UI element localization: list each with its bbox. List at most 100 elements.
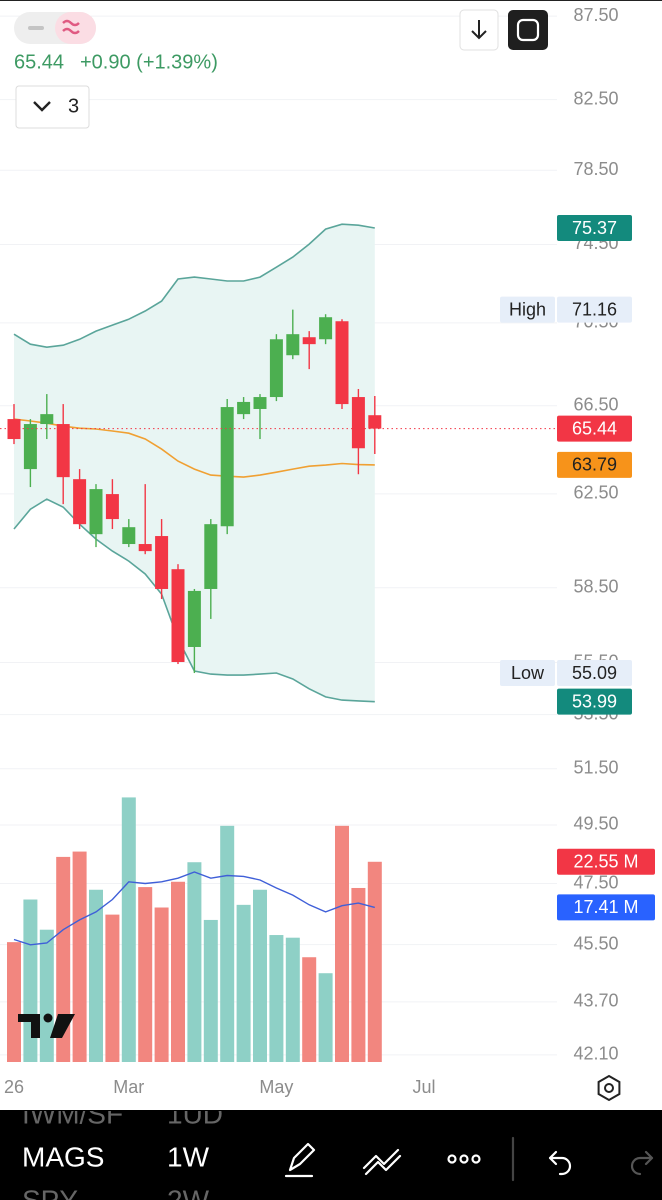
indicator-dropdown[interactable]: 3 (15, 85, 90, 129)
high-value-bg (557, 296, 632, 323)
volume-bar (367, 861, 382, 1062)
more-button[interactable] (447, 1154, 481, 1164)
last-price: 65.44 (14, 51, 64, 73)
volume-bar (39, 929, 54, 1062)
candle-body (105, 494, 119, 520)
candle-body (368, 415, 382, 429)
volume-bar (351, 887, 366, 1062)
high-value: 71.16 (572, 299, 617, 319)
volume-bar (203, 919, 218, 1062)
download-button[interactable] (459, 9, 499, 51)
band-fill (14, 224, 375, 702)
x-tick-label: 26 (4, 1077, 24, 1097)
y-tick-label: 78.50 (573, 159, 618, 179)
candle-body (171, 569, 185, 662)
candle-body (155, 536, 169, 589)
band-middle-line (13, 418, 375, 478)
y-tick-label: 62.50 (573, 483, 618, 503)
tradingview-logo (18, 1013, 75, 1038)
middle-band-value-bg (557, 451, 632, 478)
candle-body (351, 397, 365, 449)
volume-bar (302, 957, 317, 1062)
price-axis: 87.5082.5078.5074.5070.5066.5062.5058.50… (4, 5, 619, 1097)
volume-ma-value-bg (557, 894, 655, 921)
candle-body (302, 337, 316, 345)
volume-bar (269, 935, 284, 1062)
fullscreen-button[interactable] (508, 10, 548, 50)
candle-body (220, 407, 234, 527)
low-label: Low (511, 663, 545, 683)
volume-bar (121, 797, 136, 1062)
redo-button[interactable] (630, 1150, 654, 1176)
candle-body (40, 414, 54, 425)
volume-ma-value: 17.41 M (573, 897, 638, 917)
indicator-toggle[interactable] (14, 12, 96, 44)
volume-value-bg (557, 848, 655, 875)
y-tick-label: 58.50 (573, 577, 618, 597)
price-change: +0.90 (+1.39%) (80, 51, 218, 73)
symbol-option[interactable]: IWM/SF (22, 1098, 123, 1129)
candle-body (335, 321, 349, 405)
settings-button[interactable] (597, 1074, 621, 1102)
volume-bar (72, 851, 87, 1062)
volume-bar (187, 862, 202, 1062)
candle-body (89, 489, 103, 535)
y-tick-label: 49.50 (573, 814, 618, 834)
badges: High 71.16 Low 55.09 75.37 53.99 63.79 65.44 22.… (500, 215, 655, 921)
symbol-selected[interactable]: MAGS (22, 1141, 104, 1172)
symbol-option[interactable]: SPY (22, 1184, 78, 1200)
line-tool[interactable] (362, 1148, 402, 1176)
volume-value: 22.55 M (573, 852, 638, 872)
x-tick-label: Mar (113, 1077, 144, 1097)
volume-ma-line (13, 871, 375, 946)
indicator-count: 3 (68, 95, 79, 117)
lower-band-value: 53.99 (572, 691, 617, 711)
y-tick-label: 51.50 (573, 757, 618, 777)
candle-body (204, 524, 218, 589)
volume-bar (89, 889, 103, 1062)
x-tick-label: Jul (412, 1077, 435, 1097)
y-tick-label: 45.50 (573, 933, 618, 953)
candle-body (56, 424, 70, 478)
y-tick-label: 82.50 (573, 88, 618, 108)
low-value: 55.09 (572, 663, 617, 683)
y-tick-label: 43.70 (573, 991, 618, 1011)
volume-bar (236, 904, 251, 1062)
volume-bar (335, 825, 349, 1062)
last-price-value: 65.44 (572, 418, 617, 438)
last-price-value-bg (557, 415, 632, 442)
candle-body (253, 397, 267, 409)
volume-bar (171, 881, 185, 1062)
middle-band-value: 63.79 (572, 455, 617, 475)
volume-bar (56, 856, 71, 1062)
interval-option[interactable]: 2W (167, 1184, 210, 1200)
draw-tool[interactable] (284, 1142, 316, 1178)
volume-bar (253, 889, 267, 1062)
high-label: High (509, 299, 546, 319)
volume-bar (285, 937, 300, 1062)
candle-body (73, 479, 87, 525)
candle-body (269, 339, 283, 398)
volume-bar (220, 825, 235, 1062)
candle-body (122, 527, 136, 545)
candle-body (237, 401, 251, 415)
interval-selected[interactable]: 1W (167, 1141, 210, 1172)
volume-bar (7, 942, 21, 1062)
lower-band-value-bg (557, 688, 632, 715)
candle-body (319, 317, 333, 340)
high-label-bg (500, 296, 555, 323)
volume-bar (105, 914, 120, 1062)
candle-body (187, 590, 201, 647)
band-upper-line (13, 223, 375, 349)
undo-button[interactable] (548, 1150, 572, 1176)
low-label-bg (500, 660, 555, 687)
x-tick-label: May (259, 1077, 293, 1097)
upper-band-value-bg (557, 215, 632, 242)
volume-bar (138, 887, 153, 1062)
y-tick-label: 87.50 (573, 5, 618, 25)
interval-option[interactable]: 1UD (167, 1098, 223, 1129)
candle-body (23, 424, 37, 470)
y-tick-label: 66.50 (573, 395, 618, 415)
low-value-bg (557, 660, 632, 687)
